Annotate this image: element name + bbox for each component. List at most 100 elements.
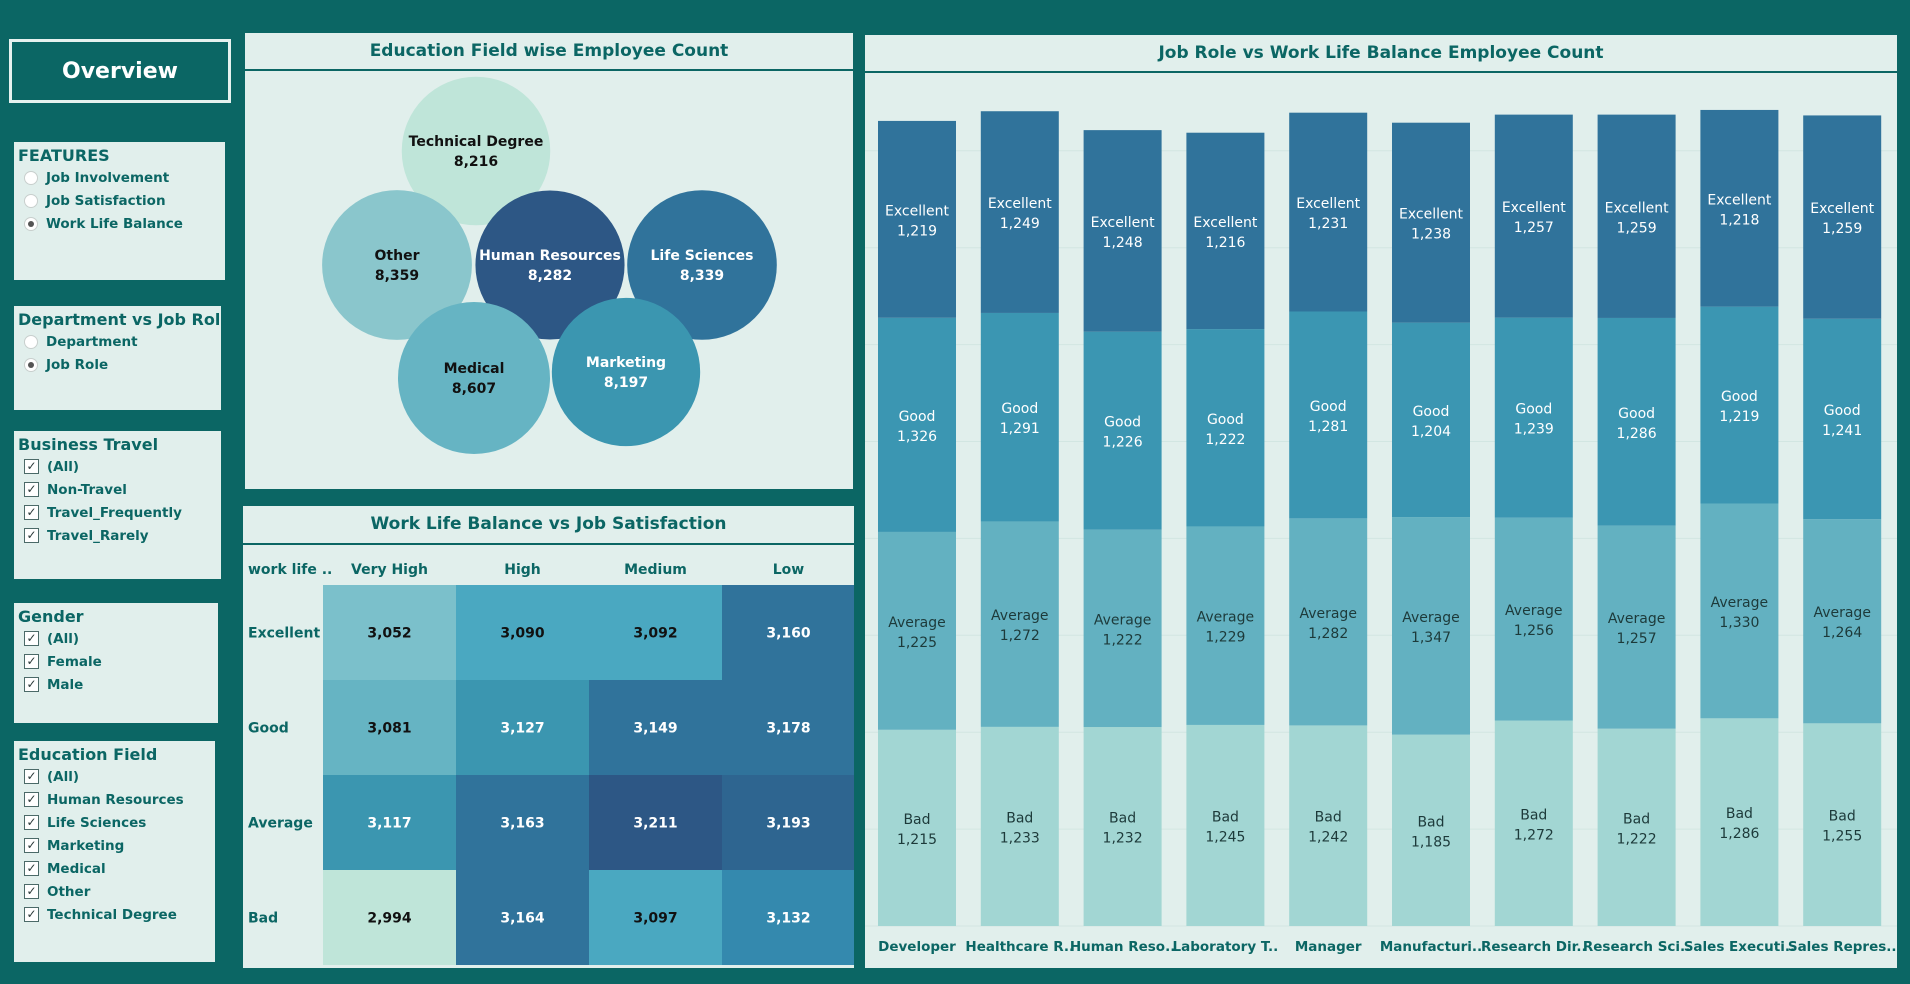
bar-healthcare-r[interactable]: Bad 1,233 Average 1,272 Good 1,291 Excellent 1,… — [980, 111, 1059, 926]
bar-segment-excellent[interactable] — [1289, 112, 1368, 312]
bar-segment-bad[interactable] — [1700, 718, 1779, 926]
bar-segment-bad[interactable] — [1803, 723, 1882, 926]
bar-segment-excellent[interactable] — [980, 111, 1059, 313]
bar-segment-average[interactable] — [1803, 519, 1882, 724]
heatmap-cell[interactable]: 3,052 — [323, 585, 456, 680]
bubble-circle[interactable] — [627, 190, 777, 340]
bar-segment-bad[interactable] — [1494, 720, 1573, 926]
dept-role-option-department[interactable]: Department — [18, 330, 217, 353]
bar-segment-good[interactable] — [980, 312, 1059, 522]
bar-segment-good[interactable] — [1597, 317, 1676, 526]
bar-segment-good[interactable] — [1392, 322, 1470, 518]
heatmap-cell[interactable]: 3,090 — [456, 585, 589, 680]
dept-role-option-job-role[interactable]: Job Role — [18, 353, 217, 376]
bar-manufacturi[interactable]: Bad 1,185 Average 1,347 Good 1,204 Excellent 1,… — [1392, 122, 1470, 926]
bar-sales-executi[interactable]: Bad 1,286 Average 1,330 Good 1,219 Excellent 1,… — [1700, 109, 1779, 926]
business-travel-item-travel-rarely[interactable]: ✓ Travel_Rarely — [18, 524, 217, 547]
heatmap-cell[interactable]: 2,994 — [323, 870, 456, 965]
heatmap-cell[interactable]: 3,193 — [722, 775, 854, 870]
gender-item-all[interactable]: ✓ (All) — [18, 627, 214, 650]
heatmap-cell-rect[interactable] — [456, 775, 589, 870]
checkbox-checked-icon[interactable]: ✓ — [24, 861, 39, 876]
checkbox-checked-icon[interactable]: ✓ — [24, 677, 39, 692]
education-item-life-sciences[interactable]: ✓ Life Sciences — [18, 811, 211, 834]
checkbox-checked-icon[interactable]: ✓ — [24, 654, 39, 669]
bubble-human-resources[interactable]: Human Resources 8,282 — [475, 190, 625, 340]
checkbox-checked-icon[interactable]: ✓ — [24, 631, 39, 646]
heatmap-cell-rect[interactable] — [323, 870, 456, 965]
checkbox-checked-icon[interactable]: ✓ — [24, 769, 39, 784]
radio-icon[interactable] — [24, 216, 38, 231]
bar-segment-excellent[interactable] — [1803, 115, 1882, 319]
bar-segment-excellent[interactable] — [1597, 114, 1676, 318]
education-item-all[interactable]: ✓ (All) — [18, 765, 211, 788]
bar-segment-bad[interactable] — [980, 726, 1059, 926]
bar-segment-average[interactable] — [980, 521, 1059, 727]
bar-segment-average[interactable] — [1700, 503, 1779, 719]
heatmap-cell-rect[interactable] — [722, 775, 854, 870]
bar-segment-excellent[interactable] — [1700, 109, 1779, 307]
bar-segment-good[interactable] — [1186, 329, 1265, 527]
bar-laboratory-t[interactable]: Bad 1,245 Average 1,229 Good 1,222 Excellent 1,… — [1186, 132, 1265, 926]
heatmap-cell[interactable]: 3,211 — [589, 775, 722, 870]
bubble-technical-degree[interactable]: Technical Degree 8,216 — [401, 76, 551, 226]
radio-icon[interactable] — [24, 170, 38, 185]
heatmap-cell-rect[interactable] — [589, 870, 722, 965]
education-item-technical-degree[interactable]: ✓ Technical Degree — [18, 903, 211, 926]
education-item-marketing[interactable]: ✓ Marketing — [18, 834, 211, 857]
heatmap-cell[interactable]: 3,127 — [456, 680, 589, 775]
bar-research-dir[interactable]: Bad 1,272 Average 1,256 Good 1,239 Excellent 1,… — [1494, 114, 1573, 926]
features-option-job-involvement[interactable]: Job Involvement — [18, 166, 221, 189]
bar-segment-average[interactable] — [1083, 529, 1162, 728]
heatmap-cell-rect[interactable] — [323, 680, 456, 775]
bubble-circle[interactable] — [322, 190, 472, 340]
bar-segment-excellent[interactable] — [1186, 132, 1265, 330]
heatmap-cell[interactable]: 3,163 — [456, 775, 589, 870]
bar-segment-average[interactable] — [1494, 517, 1573, 721]
bar-segment-bad[interactable] — [1289, 725, 1368, 926]
heatmap-cell-rect[interactable] — [456, 870, 589, 965]
features-option-work-life-balance[interactable]: Work Life Balance — [18, 212, 221, 235]
bubble-circle[interactable] — [551, 297, 701, 447]
bar-manager[interactable]: Bad 1,242 Average 1,282 Good 1,281 Excellent 1,… — [1289, 112, 1368, 926]
bar-segment-excellent[interactable] — [1392, 122, 1470, 323]
bar-developer[interactable]: Bad 1,215 Average 1,225 Good 1,326 Excellent 1,… — [878, 120, 956, 926]
bar-segment-bad[interactable] — [1597, 728, 1676, 926]
checkbox-checked-icon[interactable]: ✓ — [24, 884, 39, 899]
bar-segment-bad[interactable] — [1392, 734, 1470, 926]
heatmap-cell-rect[interactable] — [323, 585, 456, 680]
bar-segment-good[interactable] — [1803, 318, 1882, 520]
checkbox-checked-icon[interactable]: ✓ — [24, 505, 39, 520]
bar-segment-bad[interactable] — [878, 729, 956, 926]
heatmap-cell-rect[interactable] — [589, 585, 722, 680]
bar-segment-excellent[interactable] — [1083, 130, 1162, 332]
bar-segment-bad[interactable] — [1083, 727, 1162, 926]
bar-segment-bad[interactable] — [1186, 724, 1265, 926]
heatmap-cell[interactable]: 3,149 — [589, 680, 722, 775]
bar-segment-average[interactable] — [1392, 517, 1470, 735]
checkbox-checked-icon[interactable]: ✓ — [24, 792, 39, 807]
bar-segment-average[interactable] — [1289, 518, 1368, 726]
bar-segment-excellent[interactable] — [1494, 114, 1573, 318]
heatmap-cell-rect[interactable] — [323, 775, 456, 870]
education-item-medical[interactable]: ✓ Medical — [18, 857, 211, 880]
bar-segment-good[interactable] — [1700, 306, 1779, 504]
bar-segment-good[interactable] — [1083, 331, 1162, 530]
heatmap-cell[interactable]: 3,117 — [323, 775, 456, 870]
heatmap-cell[interactable]: 3,164 — [456, 870, 589, 965]
checkbox-checked-icon[interactable]: ✓ — [24, 907, 39, 922]
bubble-life-sciences[interactable]: Life Sciences 8,339 — [627, 190, 777, 340]
bubble-marketing[interactable]: Marketing 8,197 — [551, 297, 701, 447]
bar-segment-average[interactable] — [1186, 526, 1265, 725]
bar-human-reso[interactable]: Bad 1,232 Average 1,222 Good 1,226 Excellent 1,… — [1083, 130, 1162, 926]
bar-segment-good[interactable] — [878, 317, 956, 532]
education-item-human-resources[interactable]: ✓ Human Resources — [18, 788, 211, 811]
bar-segment-good[interactable] — [1289, 311, 1368, 519]
heatmap-cell-rect[interactable] — [456, 585, 589, 680]
heatmap-cell-rect[interactable] — [722, 680, 854, 775]
bubble-other[interactable]: Other 8,359 — [322, 190, 472, 340]
bar-segment-excellent[interactable] — [878, 120, 956, 318]
checkbox-checked-icon[interactable]: ✓ — [24, 838, 39, 853]
bar-sales-repres[interactable]: Bad 1,255 Average 1,264 Good 1,241 Excellent 1,… — [1803, 115, 1882, 926]
heatmap-cell[interactable]: 3,160 — [722, 585, 854, 680]
